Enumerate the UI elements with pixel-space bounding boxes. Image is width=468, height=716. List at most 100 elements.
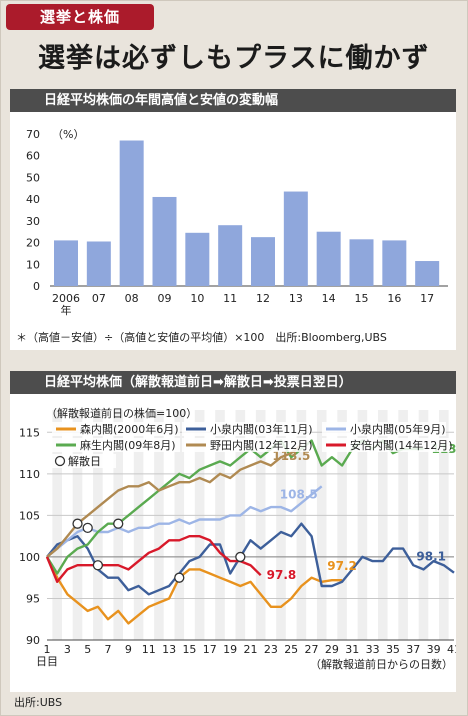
line-x-tick-label: 11 bbox=[142, 643, 156, 656]
bar-x-tick-label: 11 bbox=[223, 292, 237, 305]
bar-x-tick-label: 2006 bbox=[52, 292, 80, 305]
line-bg-stripe bbox=[52, 410, 62, 640]
legend-marker-label: 解散日 bbox=[68, 454, 101, 468]
legend-bg-koizumi05 bbox=[322, 422, 446, 436]
legend-marker-icon bbox=[54, 455, 66, 467]
line-x-tick-label: 23 bbox=[264, 643, 278, 656]
line-x-tick-label: 35 bbox=[386, 643, 400, 656]
bar-x-tick-label: 10 bbox=[190, 292, 204, 305]
chart1-note: ＊（高値－安値）÷（高値と安値の平均値）×100 出所:Bloomberg,UB… bbox=[16, 331, 387, 344]
line-bg-stripe bbox=[357, 410, 368, 640]
line-x-axis-label: （解散報道前日からの日数） bbox=[310, 657, 453, 671]
legend-bg-koizumi03 bbox=[182, 422, 310, 436]
chart1-title: 日経平均株価の年間高値と安値の変動幅 bbox=[10, 89, 456, 112]
legend-label-aso: 麻生内閣(09年8月) bbox=[80, 438, 176, 452]
bar-4 bbox=[185, 232, 210, 286]
line-x-tick-label: 33 bbox=[366, 643, 380, 656]
series-line-abe bbox=[45, 534, 262, 584]
legend-label-abe: 安倍内閣(14年12月) bbox=[350, 438, 453, 452]
line-y-tick-label: 105 bbox=[19, 509, 40, 522]
bar-y-tick-label: 30 bbox=[26, 215, 40, 228]
bar-3 bbox=[152, 196, 177, 286]
bar-10 bbox=[382, 240, 407, 286]
bar-2 bbox=[119, 140, 144, 286]
dissolution-marker-mori bbox=[174, 572, 185, 583]
legend-bg-aso bbox=[52, 438, 180, 452]
bar-x-tick-label: 13 bbox=[289, 292, 303, 305]
end-label-koizumi05: 108.5 bbox=[280, 487, 318, 501]
chart2-source: 出所:UBS bbox=[14, 696, 63, 709]
end-label-mori: 97.2 bbox=[327, 559, 357, 573]
bar-y-tick-label: 70 bbox=[26, 128, 40, 141]
line-bg-stripe bbox=[255, 410, 266, 640]
line-bg-stripe bbox=[154, 410, 164, 640]
bar-y-tick-label: 50 bbox=[26, 171, 40, 184]
line-bg-stripe bbox=[235, 410, 246, 640]
line-bg-stripe bbox=[418, 410, 429, 640]
line-bg-stripe bbox=[276, 410, 286, 640]
line-x-tick-label-suffix: 日目 bbox=[36, 655, 58, 668]
bar-6 bbox=[251, 237, 275, 286]
bar-0 bbox=[54, 240, 78, 286]
line-bg-stripe bbox=[439, 410, 449, 640]
line-x-tick-label: 27 bbox=[305, 643, 319, 656]
line-x-tick-label: 13 bbox=[162, 643, 176, 656]
end-label-koizumi03: 98.1 bbox=[416, 550, 446, 564]
bar-y-tick-label: 40 bbox=[26, 193, 40, 206]
line-x-tick-label: 37 bbox=[406, 643, 420, 656]
bar-x-tick-label: 08 bbox=[125, 292, 139, 305]
line-bg-stripe bbox=[174, 410, 185, 640]
line-bg-stripe bbox=[377, 410, 388, 640]
line-x-tick-label: 29 bbox=[325, 643, 339, 656]
line-x-tick-label: 7 bbox=[105, 643, 112, 656]
bar-x-tick-label-suffix: 年 bbox=[61, 303, 72, 317]
bar-x-tick-label: 17 bbox=[420, 292, 434, 305]
line-bg-stripe bbox=[194, 410, 205, 640]
line-x-tick-label: 15 bbox=[182, 643, 196, 656]
legend-label-koizumi03: 小泉内閣(03年11月) bbox=[210, 422, 313, 436]
legend-bg-noda bbox=[182, 438, 310, 452]
line-x-tick-label: 31 bbox=[345, 643, 359, 656]
end-label-noda: 113.5 bbox=[272, 449, 310, 463]
line-x-tick-label: 41 bbox=[447, 643, 456, 656]
bar-8 bbox=[316, 231, 341, 286]
line-x-tick-label: 21 bbox=[244, 643, 258, 656]
line-x-tick-label: 25 bbox=[284, 643, 298, 656]
line-x-tick-label: 1 bbox=[44, 643, 51, 656]
end-label-abe: 97.8 bbox=[267, 568, 297, 582]
series-line-koizumi03 bbox=[46, 522, 455, 596]
bar-y-tick-label: 20 bbox=[26, 237, 40, 250]
legend-bg-abe bbox=[322, 438, 450, 452]
line-x-tick-label: 17 bbox=[203, 643, 217, 656]
dissolution-marker-noda bbox=[72, 518, 83, 529]
bar-x-tick-label: 09 bbox=[158, 292, 172, 305]
dissolution-marker-koizumi05 bbox=[82, 522, 93, 533]
line-x-tick-label: 5 bbox=[84, 643, 91, 656]
dissolution-marker-aso bbox=[113, 518, 124, 529]
series-line-koizumi05 bbox=[46, 485, 323, 558]
bar-y-tick-label: 60 bbox=[26, 150, 40, 163]
bar-11 bbox=[415, 261, 440, 286]
dissolution-marker-abe bbox=[92, 560, 104, 571]
line-x-tick-label: 39 bbox=[427, 643, 441, 656]
chart2-panel: 90 95 100 105 110 115 （解散報道前日の株価=100） 1 日目 3 5 7 9 11… bbox=[10, 394, 468, 692]
line-bg-stripe bbox=[337, 410, 347, 640]
line-bg-stripe bbox=[215, 410, 225, 640]
line-bg-stripe bbox=[93, 410, 103, 640]
line-bg-stripe bbox=[316, 410, 327, 640]
legend-label-noda: 野田内閣(12年12月) bbox=[210, 438, 313, 452]
legend-label-koizumi05: 小泉内閣(05年9月) bbox=[350, 422, 446, 436]
bar-5 bbox=[218, 225, 243, 286]
line-x-tick-label: 3 bbox=[64, 643, 71, 656]
series-line-noda bbox=[46, 443, 303, 558]
legend-label-mori: 森内閣(2000年6月) bbox=[80, 422, 179, 436]
chart1-panel: 0 10 20 30 40 50 60 70 （%） 2006 年 07 08 09 10 11 12 13 14 1… bbox=[10, 112, 456, 350]
line-y-tick-label: 110 bbox=[19, 468, 40, 481]
line-y-tick-label: 95 bbox=[26, 592, 40, 605]
bar-9 bbox=[349, 239, 374, 286]
bar-x-tick-label: 15 bbox=[355, 292, 369, 305]
bar-x-tick-label: 16 bbox=[387, 292, 401, 305]
section-tag: 選挙と株価 bbox=[6, 4, 154, 30]
series-line-mori bbox=[45, 556, 343, 625]
